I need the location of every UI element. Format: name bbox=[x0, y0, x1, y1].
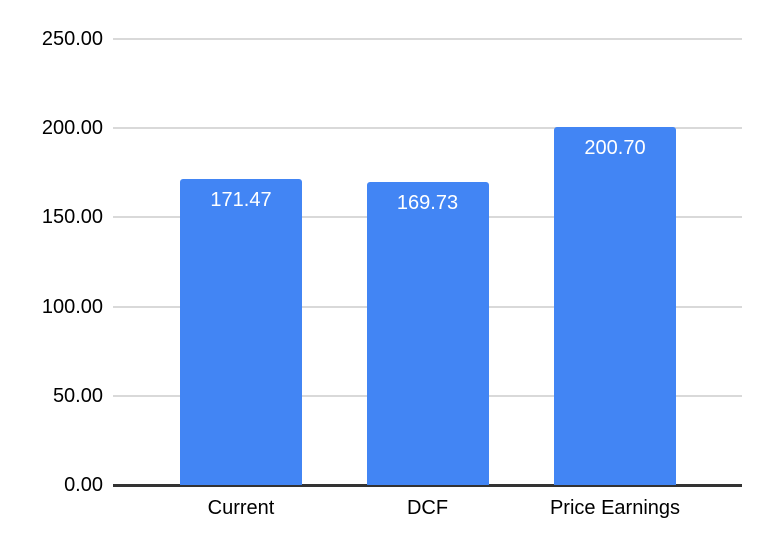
y-axis-tick-label: 250.00 bbox=[41, 28, 103, 50]
gridline bbox=[113, 38, 742, 40]
bar-dcf bbox=[367, 182, 489, 485]
bar-value-label: 169.73 bbox=[396, 192, 459, 214]
x-category-label: DCF bbox=[406, 497, 449, 519]
bar-value-label: 200.70 bbox=[584, 137, 646, 159]
y-axis-tick-label: 200.00 bbox=[41, 117, 103, 139]
bar-current bbox=[180, 179, 302, 485]
gridline bbox=[113, 127, 742, 129]
bar-value-label: 171.47 bbox=[210, 189, 272, 211]
bar-price-earnings bbox=[554, 127, 676, 485]
y-axis-tick-label: 150.00 bbox=[41, 206, 103, 228]
y-axis-tick-label: 0.00 bbox=[64, 474, 103, 496]
x-category-label: Current bbox=[207, 497, 275, 519]
x-axis-baseline bbox=[113, 484, 742, 487]
y-axis-tick-label: 50.00 bbox=[52, 385, 103, 407]
y-axis-tick-label: 100.00 bbox=[41, 296, 103, 318]
x-category-label: Price Earnings bbox=[549, 497, 681, 519]
